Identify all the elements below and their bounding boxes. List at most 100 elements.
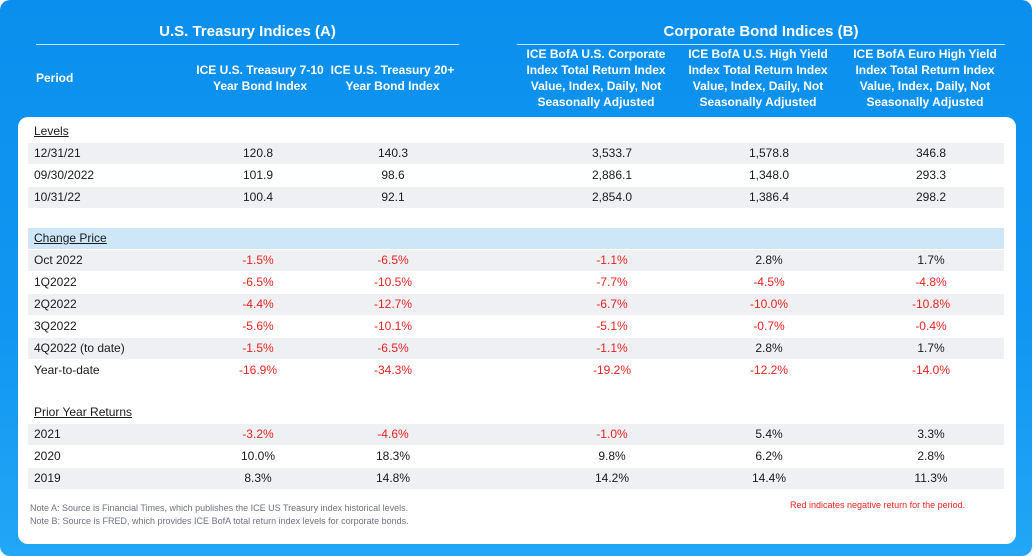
group-rule-corporate — [517, 44, 1005, 45]
row-label: 3Q2022 — [34, 319, 77, 333]
section-header-change-price: Change Price — [28, 228, 1004, 249]
table-cell: -16.9% — [238, 363, 278, 377]
table-cell: 293.3 — [915, 168, 947, 182]
group-header-treasury: U.S. Treasury Indices (A) — [159, 23, 336, 40]
table-cell: 2.8% — [917, 449, 945, 463]
table-row: 12/31/21 120.8 140.3 3,533.7 1,578.8 346.8 — [28, 143, 1004, 164]
table-row: 09/30/2022 101.9 98.6 2,886.1 1,348.0 293.3 — [28, 165, 1004, 186]
table-cell: -0.4% — [915, 319, 947, 333]
table-cell: -10.1% — [373, 319, 413, 333]
table-cell: -12.7% — [373, 297, 413, 311]
row-label: 09/30/2022 — [34, 168, 95, 182]
table-cell: 18.3% — [375, 449, 411, 463]
table-cell: 10.0% — [240, 449, 276, 463]
table-cell: -5.6% — [242, 319, 274, 333]
table-cell: 6.2% — [755, 449, 783, 463]
column-header-high-yield: ICE BofA U.S. High Yield Index Total Ret… — [688, 47, 828, 109]
table-cell: 2.8% — [755, 253, 783, 267]
table-cell: 3.3% — [917, 427, 945, 441]
row-label: 2Q2022 — [34, 297, 77, 311]
table-cell: -19.2% — [592, 363, 632, 377]
table-cell: 1.7% — [917, 341, 945, 355]
table-cell: -1.1% — [596, 253, 628, 267]
table-row: Year-to-date -16.9% -34.3% -19.2% -12.2% -14.… — [28, 360, 1004, 381]
table-cell: -6.5% — [242, 275, 274, 289]
table-cell: -6.5% — [377, 253, 409, 267]
table-row: 2021 -3.2% -4.6% -1.0% 5.4% 3.3% — [28, 424, 1004, 445]
table-cell: 120.8 — [242, 146, 274, 160]
table-cell: 98.6 — [381, 168, 405, 182]
table-cell: -12.2% — [749, 363, 789, 377]
table-cell: 1,386.4 — [748, 190, 790, 204]
column-header-period: Period — [36, 71, 74, 85]
table-cell: -7.7% — [596, 275, 628, 289]
section-title: Levels — [34, 124, 69, 138]
row-label: 2021 — [34, 427, 61, 441]
table-cell: 346.8 — [915, 146, 947, 160]
table-cell: 1,578.8 — [748, 146, 790, 160]
table-body: Note A: Source is Financial Times, which… — [18, 117, 1016, 544]
note-a: Note A: Source is Financial Times, which… — [30, 503, 409, 513]
table-row: 2019 8.3% 14.8% 14.2% 14.4% 11.3% — [28, 468, 1004, 489]
table-cell: -1.0% — [596, 427, 628, 441]
row-label: 12/31/21 — [34, 146, 81, 160]
table-cell: -6.7% — [596, 297, 628, 311]
table-row: 2020 10.0% 18.3% 9.8% 6.2% 2.8% — [28, 446, 1004, 467]
section-title: Prior Year Returns — [34, 405, 133, 419]
table-cell: 101.9 — [242, 168, 274, 182]
note-b: Note B: Source is FRED, which provides I… — [30, 516, 409, 526]
table-cell: -4.6% — [377, 427, 409, 441]
table-cell: 9.8% — [598, 449, 626, 463]
section-title: Change Price — [34, 231, 107, 245]
table-cell: -4.5% — [753, 275, 785, 289]
row-label: 2019 — [34, 471, 61, 485]
row-label: Oct 2022 — [34, 253, 83, 267]
table-cell: -14.0% — [911, 363, 951, 377]
table-cell: -6.5% — [377, 341, 409, 355]
table-row: 4Q2022 (to date) -1.5% -6.5% -1.1% 2.8% 1.7% — [28, 338, 1004, 359]
table-cell: 100.4 — [242, 190, 274, 204]
table-row: 10/31/22 100.4 92.1 2,854.0 1,386.4 298.2 — [28, 187, 1004, 208]
section-header-prior-year-returns: Prior Year Returns — [28, 402, 1004, 423]
table-cell: 1,348.0 — [748, 168, 790, 182]
group-rule-treasury — [36, 44, 459, 45]
table-row: 2Q2022 -4.4% -12.7% -6.7% -10.0% -10.8% — [28, 294, 1004, 315]
table-cell: -3.2% — [242, 427, 274, 441]
table-cell: 2.8% — [755, 341, 783, 355]
table-cell: 3,533.7 — [591, 146, 633, 160]
table-cell: -10.8% — [911, 297, 951, 311]
table-cell: -34.3% — [373, 363, 413, 377]
table-cell: 14.4% — [751, 471, 787, 485]
table-cell: -1.5% — [242, 253, 274, 267]
table-cell: 14.8% — [375, 471, 411, 485]
table-cell: 2,886.1 — [591, 168, 633, 182]
group-header-corporate: Corporate Bond Indices (B) — [663, 23, 859, 40]
row-label: 4Q2022 (to date) — [34, 341, 125, 355]
table-cell: 11.3% — [914, 471, 948, 485]
table-cell: -5.1% — [596, 319, 628, 333]
table-cell: -10.5% — [373, 275, 413, 289]
table-cell: -1.5% — [242, 341, 274, 355]
row-label: 1Q2022 — [34, 275, 77, 289]
column-header-corporate: ICE BofA U.S. Corporate Index Total Retu… — [526, 47, 666, 109]
table-row: 3Q2022 -5.6% -10.1% -5.1% -0.7% -0.4% — [28, 316, 1004, 337]
table-cell: 298.2 — [915, 190, 947, 204]
table-cell: 2,854.0 — [591, 190, 633, 204]
table-row: Oct 2022 -1.5% -6.5% -1.1% 2.8% 1.7% — [28, 250, 1004, 271]
table-row: 1Q2022 -6.5% -10.5% -7.7% -4.5% -4.8% — [28, 272, 1004, 293]
column-header-treasury-20: ICE U.S. Treasury 20+ Year Bond Index — [330, 63, 455, 93]
section-header-levels: Levels — [28, 121, 1004, 142]
table-cell: 8.3% — [244, 471, 272, 485]
column-header-treasury-7-10: ICE U.S. Treasury 7-10 Year Bond Index — [196, 63, 324, 93]
table-cell: -4.8% — [915, 275, 947, 289]
negative-legend: Red indicates negative return for the pe… — [790, 500, 966, 510]
table-cell: -10.0% — [749, 297, 789, 311]
table-cell: 5.4% — [755, 427, 783, 441]
row-label: Year-to-date — [34, 363, 100, 377]
table-cell: 14.2% — [594, 471, 630, 485]
table-cell: 140.3 — [377, 146, 409, 160]
table-cell: 92.1 — [381, 190, 405, 204]
table-cell: -0.7% — [753, 319, 785, 333]
table-cell: 1.7% — [917, 253, 945, 267]
